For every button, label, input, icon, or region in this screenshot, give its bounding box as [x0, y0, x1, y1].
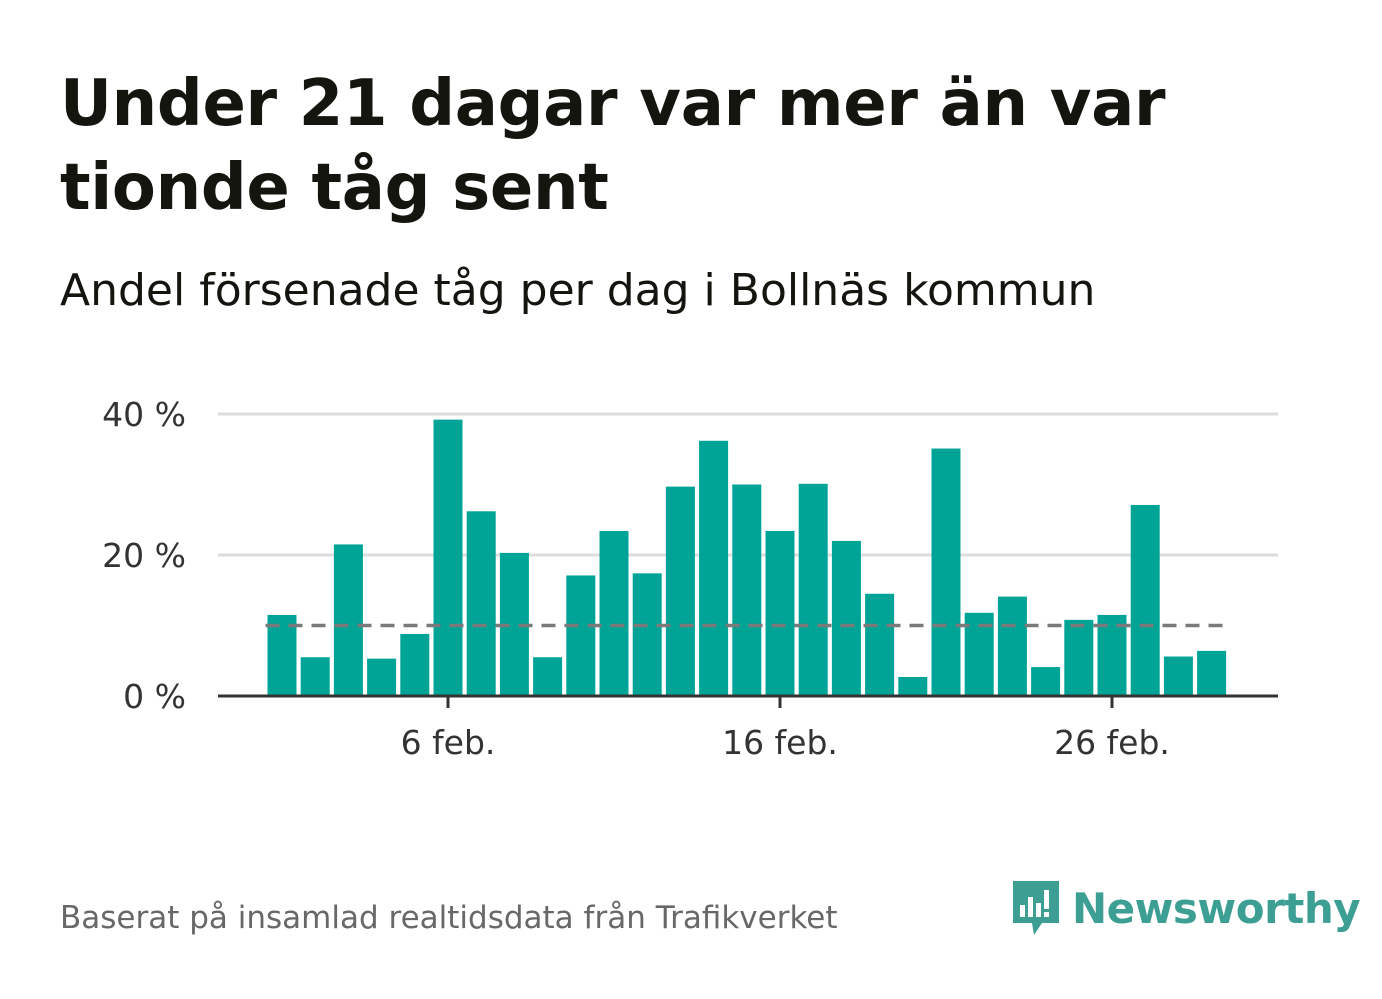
bar [1064, 619, 1094, 696]
chart-subtitle: Andel försenade tåg per dag i Bollnäs ko… [60, 265, 1096, 316]
bar [699, 440, 729, 696]
newsworthy-logo-icon [1013, 881, 1059, 935]
bar [533, 657, 563, 696]
brand-logo: Newsworthy [1010, 876, 1361, 940]
bar [333, 544, 363, 696]
axes [218, 694, 1278, 708]
bar [831, 540, 861, 696]
bar [367, 658, 397, 696]
bar [898, 676, 928, 696]
bar [267, 614, 297, 696]
bar [566, 575, 596, 696]
x-tick-label: 6 feb. [401, 723, 496, 762]
bar [1031, 667, 1061, 696]
bar [798, 483, 828, 696]
y-tick-label: 40 % [102, 395, 186, 434]
bar [732, 484, 762, 696]
y-tick-label: 20 % [102, 536, 186, 575]
bar [865, 593, 895, 696]
bar [400, 633, 430, 696]
x-tick-label: 16 feb. [722, 723, 838, 762]
tick-labels: 6 feb. 16 feb. 26 feb. 0 % 20 % 40 % [102, 395, 1170, 762]
bar [1197, 650, 1227, 696]
bar [931, 448, 961, 696]
bar [433, 419, 463, 696]
bar [765, 531, 795, 696]
bar [300, 657, 330, 696]
bars [267, 419, 1227, 696]
bar [1130, 504, 1160, 696]
brand-name: Newsworthy [1072, 883, 1361, 933]
y-tick-label: 0 % [123, 677, 186, 716]
chart-title: Under 21 dagar var mer än var tionde tåg… [60, 67, 1166, 225]
bar-chart: 6 feb. 16 feb. 26 feb. 0 % 20 % 40 % [102, 395, 1278, 762]
bar [1163, 656, 1193, 696]
bar [1097, 614, 1127, 696]
source-note: Baserat på insamlad realtidsdata från Tr… [60, 900, 838, 936]
x-tick-label: 26 feb. [1054, 723, 1170, 762]
bar [599, 531, 629, 696]
bar [466, 511, 496, 696]
bar [665, 486, 695, 696]
bar [632, 573, 662, 696]
bar [997, 596, 1027, 696]
